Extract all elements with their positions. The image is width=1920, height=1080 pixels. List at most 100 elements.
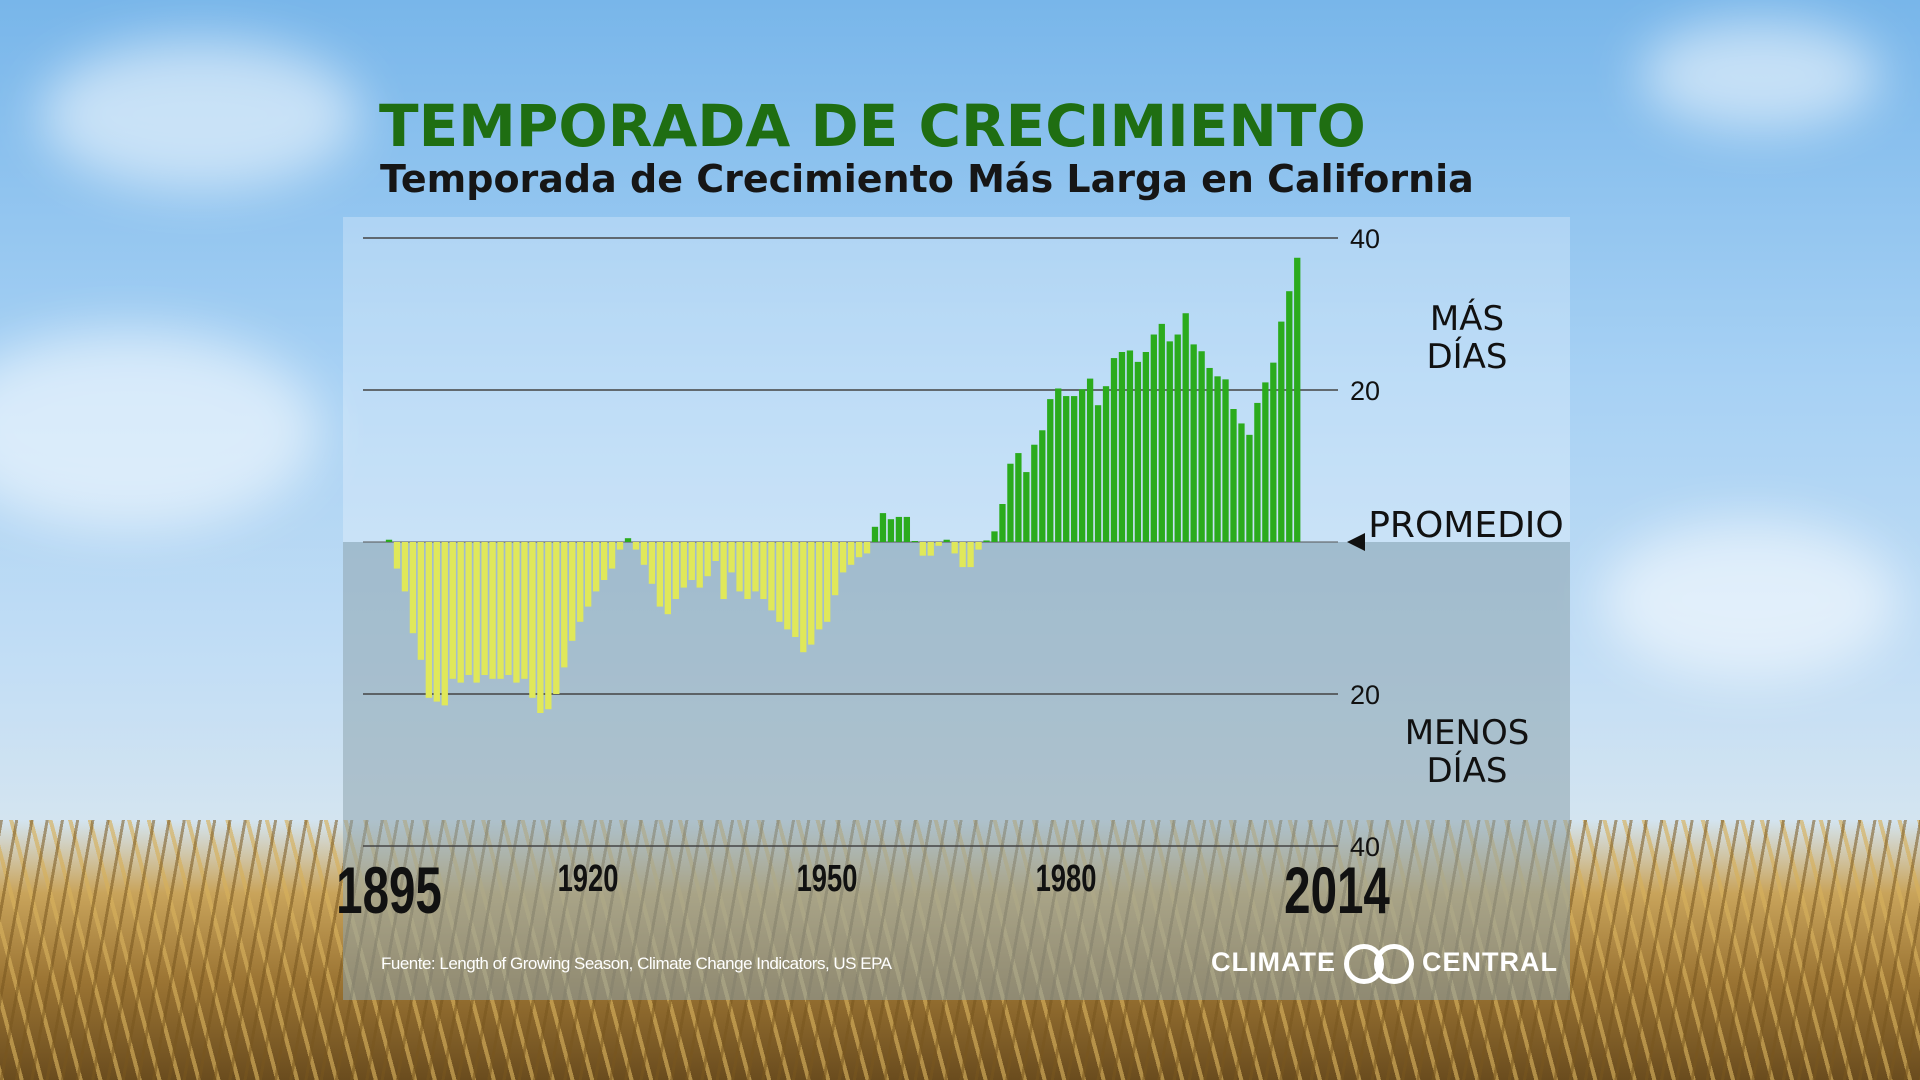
bar-year-1942 xyxy=(760,542,767,599)
bar-year-1970 xyxy=(983,540,990,542)
growing-season-chart: 40 20 20 40 xyxy=(363,224,1380,862)
bar-year-1986 xyxy=(1110,358,1118,542)
bar-year-2006 xyxy=(1270,362,1277,542)
more-days-line-1: MÁS xyxy=(1429,299,1505,339)
bar-year-1933 xyxy=(688,542,695,580)
bar-year-1985 xyxy=(1102,386,1110,542)
bar-year-1949 xyxy=(816,542,823,630)
bar-year-1938 xyxy=(728,542,735,573)
chart-title: TEMPORADA DE CRECIMIENTO xyxy=(379,92,1366,160)
bar-year-1940 xyxy=(744,542,751,599)
y-tick-label: 20 xyxy=(1350,680,1380,710)
bar-year-1918 xyxy=(569,542,576,641)
bar-year-1921 xyxy=(592,542,600,592)
more-days-label: MÁS DÍAS xyxy=(1357,300,1577,376)
bar-year-1945 xyxy=(784,542,791,630)
bar-year-1901 xyxy=(433,542,440,702)
bar-year-1900 xyxy=(425,542,432,698)
bar-year-1899 xyxy=(417,542,425,660)
y-tick-label: 40 xyxy=(1350,224,1380,254)
bar-year-1952 xyxy=(839,542,847,573)
chart-panel: 40 20 20 40 MÁS DÍAS PROMEDIO MENOS DÍAS 18… xyxy=(336,217,1570,1000)
bar-year-1924 xyxy=(616,542,624,550)
bar-year-1928 xyxy=(648,542,656,584)
bar-year-1923 xyxy=(608,542,616,569)
bar-year-1993 xyxy=(1166,341,1173,542)
bar-year-1939 xyxy=(736,542,743,592)
bar-year-1976 xyxy=(1031,444,1038,542)
bar-year-1932 xyxy=(680,542,687,588)
bar-year-1991 xyxy=(1150,334,1157,542)
bar-year-1934 xyxy=(696,542,703,588)
bar-year-1906 xyxy=(473,542,480,683)
bar-year-1920 xyxy=(585,542,592,607)
bar-year-1965 xyxy=(943,539,950,542)
bar-year-1957 xyxy=(879,513,887,542)
bar-year-1969 xyxy=(975,542,982,550)
more-days-line-2: DÍAS xyxy=(1426,337,1508,377)
bar-year-1996 xyxy=(1190,344,1197,542)
bar-year-1919 xyxy=(577,542,584,622)
bar-year-1959 xyxy=(895,516,903,542)
bar-year-1981 xyxy=(1071,396,1078,542)
x-tick-label: 1950 xyxy=(796,858,858,900)
bar-year-1968 xyxy=(967,542,974,568)
bar-year-1927 xyxy=(640,542,648,565)
bar-year-1912 xyxy=(521,542,528,679)
bar-year-1987 xyxy=(1118,352,1126,542)
bar-year-1930 xyxy=(664,542,671,615)
bar-year-1960 xyxy=(903,516,911,542)
source-credit: Fuente: Length of Growing Season, Climat… xyxy=(381,954,892,973)
logo-text-central: CENTRAL xyxy=(1421,946,1558,977)
bar-year-1931 xyxy=(672,542,679,599)
bar-year-2004 xyxy=(1254,402,1261,542)
bar-year-1946 xyxy=(792,542,799,637)
bar-year-2002 xyxy=(1238,423,1245,542)
bar-year-1994 xyxy=(1174,334,1181,542)
bar-year-1916 xyxy=(553,542,560,694)
bar-year-1951 xyxy=(832,542,839,596)
bar-year-2000 xyxy=(1222,379,1229,542)
bar-year-1954 xyxy=(855,542,863,558)
bar-year-1943 xyxy=(768,542,775,611)
bar-year-1988 xyxy=(1126,350,1134,542)
bar-year-1903 xyxy=(449,542,456,679)
bar-year-2007 xyxy=(1278,321,1285,542)
x-tick-label: 1980 xyxy=(1035,858,1097,900)
bar-year-2008 xyxy=(1286,291,1293,542)
average-marker-icon xyxy=(1347,533,1365,551)
logo-text-climate: CLIMATE xyxy=(1211,946,1336,977)
bar-year-1989 xyxy=(1134,361,1142,542)
x-tick-label: 1895 xyxy=(336,853,442,927)
bar-year-1998 xyxy=(1206,367,1213,542)
bar-year-1902 xyxy=(441,542,448,706)
bar-year-1895 xyxy=(385,539,393,542)
x-tick-label: 1920 xyxy=(557,858,619,900)
bar-year-1948 xyxy=(808,542,815,645)
cornfield-background xyxy=(0,820,1920,1080)
bar-year-1925 xyxy=(624,538,632,542)
bar-year-1967 xyxy=(959,542,966,568)
bar-year-1997 xyxy=(1198,351,1205,542)
y-tick-label: 20 xyxy=(1350,376,1380,406)
bar-year-1950 xyxy=(824,542,831,622)
bar-year-1995 xyxy=(1182,313,1189,542)
bar-year-1974 xyxy=(1015,453,1022,542)
bar-year-1953 xyxy=(847,542,855,565)
bar-year-1905 xyxy=(465,542,472,675)
fewer-days-line-1: MENOS xyxy=(1404,713,1530,753)
bar-year-1975 xyxy=(1023,472,1030,542)
bar-year-1913 xyxy=(529,542,536,698)
bar-year-1909 xyxy=(497,542,504,679)
bar-year-1999 xyxy=(1214,376,1221,542)
bar-year-1929 xyxy=(656,542,664,607)
chart-subtitle: Temporada de Crecimiento Más Larga en Ca… xyxy=(380,157,1474,201)
bar-year-1966 xyxy=(951,542,958,554)
bar-year-1961 xyxy=(911,541,918,542)
climate-central-logo: CLIMATE CENTRAL xyxy=(1211,942,1558,984)
bar-year-1958 xyxy=(887,519,895,542)
bar-year-1941 xyxy=(752,542,759,592)
sky-cloud xyxy=(0,330,320,530)
bar-year-1977 xyxy=(1039,430,1046,542)
bar-year-1962 xyxy=(919,542,926,556)
